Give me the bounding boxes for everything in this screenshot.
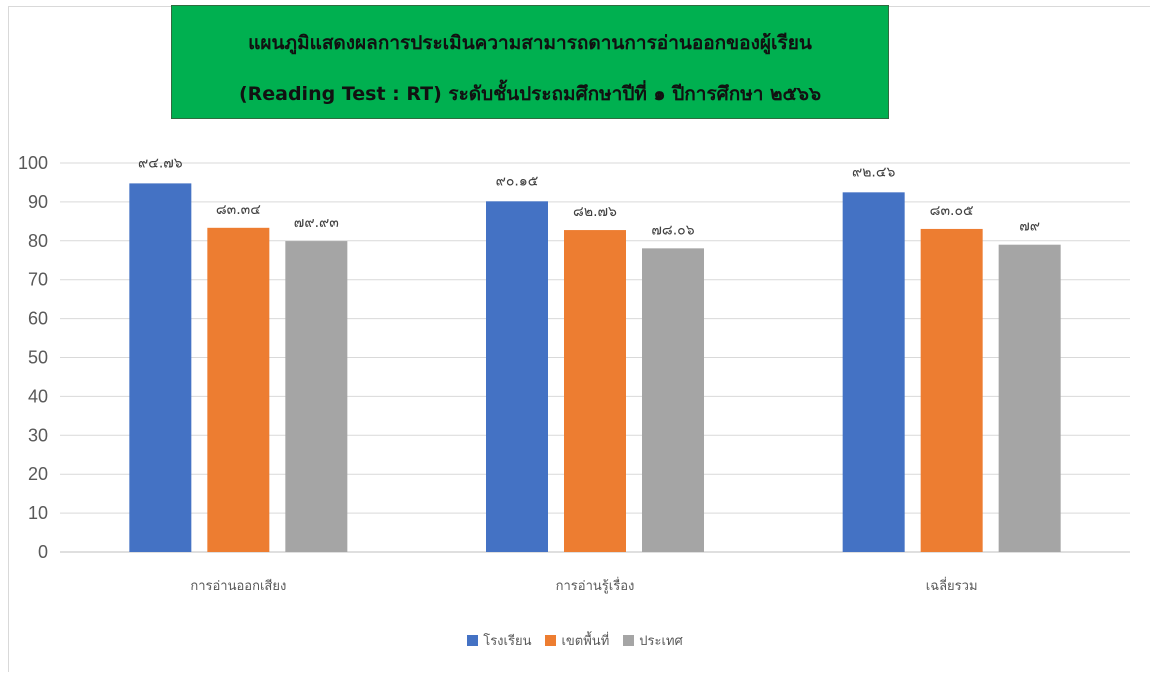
chart-subtitle: (Reading Test : RT) ระดับชั้นประถมศึกษาป…: [238, 83, 822, 105]
x-category-label: การอ่านรู้เรื่อง: [556, 577, 635, 594]
legend-item: เขตพื้นที่: [545, 630, 609, 651]
legend-item: โรงเรียน: [467, 630, 531, 651]
bar: [486, 201, 548, 552]
y-tick-label: 10: [28, 503, 48, 523]
y-tick-label: 80: [28, 231, 48, 251]
y-tick-label: 20: [28, 464, 48, 484]
legend-swatch: [467, 635, 479, 646]
bar: [642, 248, 704, 552]
data-label: ๗๘.๐๖: [651, 222, 694, 238]
x-category-label: เฉลี่ยรวม: [926, 577, 978, 594]
y-tick-label: 40: [28, 386, 48, 406]
y-tick-label: 50: [28, 348, 48, 368]
y-axis-ticks: 0 10 20 30 40 50 60 70 80 90 100: [18, 153, 48, 562]
bar: [129, 183, 192, 552]
data-label: ๙๒.๔๖: [852, 164, 896, 180]
bars: [129, 183, 1061, 553]
data-label: ๗๙: [1019, 219, 1040, 235]
x-category-label: การอ่านออกเสียง: [190, 578, 286, 594]
bar: [285, 241, 348, 552]
data-label: ๗๙.๙๓: [294, 215, 339, 231]
y-tick-label: 0: [38, 542, 48, 562]
data-label: ๘๓.๓๔: [216, 202, 261, 218]
legend-item: ประเทศ: [623, 630, 683, 651]
legend-label: โรงเรียน: [483, 634, 532, 649]
legend-label: เขตพื้นที่: [561, 634, 610, 649]
bar: [564, 230, 626, 552]
legend-label: ประเทศ: [639, 634, 683, 649]
bar: [842, 192, 905, 552]
chart-title: แผนภูมิแสดงผลการประเมินความสามารถดานการอ…: [248, 32, 812, 54]
data-label: ๙๐.๑๕: [496, 173, 539, 189]
x-axis-categories: การอ่านออกเสียง การอ่านรู้เรื่อง เฉลี่ยรวม: [190, 577, 977, 594]
chart-title-box: แผนภูมิแสดงผลการประเมินความสามารถดานการอ…: [171, 5, 889, 119]
legend-swatch: [623, 635, 635, 646]
y-tick-label: 30: [28, 425, 48, 445]
bar: [998, 244, 1061, 552]
y-tick-label: 70: [28, 270, 48, 290]
y-tick-label: 60: [28, 309, 48, 329]
bar: [207, 227, 270, 552]
bar: [920, 228, 983, 553]
y-tick-label: 100: [18, 153, 48, 173]
data-label: ๘๒.๗๖: [573, 204, 617, 220]
legend-swatch: [545, 635, 557, 646]
data-label: ๘๓.๐๕: [930, 203, 974, 219]
y-tick-label: 90: [28, 192, 48, 212]
data-label: ๙๔.๗๖: [138, 155, 183, 171]
legend: โรงเรียน เขตพื้นที่ ประเทศ: [0, 630, 1150, 651]
